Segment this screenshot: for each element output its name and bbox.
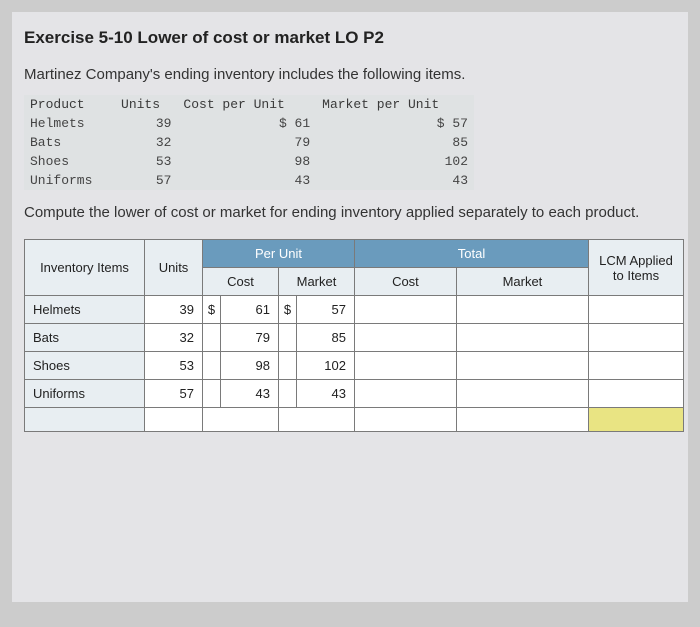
ws-lcm-input[interactable] [589, 380, 684, 408]
given-cost: $ 61 [177, 114, 316, 133]
ws-item: Uniforms [25, 380, 145, 408]
ws-blank [145, 408, 203, 432]
given-col-product: Product [24, 95, 115, 114]
ws-total-cost-input[interactable] [355, 324, 457, 352]
ws-units-input[interactable]: 32 [145, 324, 203, 352]
ws-cost-input[interactable]: 79 [221, 324, 279, 352]
ws-cost-input[interactable]: 61 [221, 296, 279, 324]
ws-blank [203, 408, 279, 432]
ws-units-input[interactable]: 53 [145, 352, 203, 380]
ws-row: Helmets 39 $ 61 $ 57 [25, 296, 684, 324]
given-units: 39 [115, 114, 177, 133]
given-row: Uniforms 57 43 43 [24, 171, 474, 190]
ws-total-row [25, 408, 684, 432]
ws-cost-sym [203, 352, 221, 380]
ws-grand-lcm[interactable] [589, 408, 684, 432]
ws-group-perunit: Per Unit [203, 240, 355, 268]
given-product: Helmets [24, 114, 115, 133]
ws-market-sym [279, 380, 297, 408]
ws-head-tmarket: Market [456, 268, 588, 296]
ws-units-input[interactable]: 39 [145, 296, 203, 324]
ws-head-market: Market [279, 268, 355, 296]
given-product: Uniforms [24, 171, 115, 190]
ws-item: Shoes [25, 352, 145, 380]
ws-head-tcost: Cost [355, 268, 457, 296]
given-data-table: Product Units Cost per Unit Market per U… [24, 95, 474, 190]
given-market: $ 57 [316, 114, 474, 133]
ws-market-sym [279, 324, 297, 352]
ws-grand-cost[interactable] [355, 408, 457, 432]
given-market: 102 [316, 152, 474, 171]
intro-text: Martinez Company's ending inventory incl… [24, 66, 676, 83]
given-row: Bats 32 79 85 [24, 133, 474, 152]
ws-market-input[interactable]: 85 [297, 324, 355, 352]
ws-total-cost-input[interactable] [355, 380, 457, 408]
ws-row: Bats 32 79 85 [25, 324, 684, 352]
ws-grand-market[interactable] [456, 408, 588, 432]
ws-row: Uniforms 57 43 43 [25, 380, 684, 408]
ws-market-sym: $ [279, 296, 297, 324]
ws-total-cost-input[interactable] [355, 296, 457, 324]
given-cost: 98 [177, 152, 316, 171]
given-product: Bats [24, 133, 115, 152]
ws-total-cost-input[interactable] [355, 352, 457, 380]
ws-cost-sym [203, 380, 221, 408]
ws-market-sym [279, 352, 297, 380]
ws-units-input[interactable]: 57 [145, 380, 203, 408]
given-cost: 43 [177, 171, 316, 190]
given-col-cost: Cost per Unit [177, 95, 316, 114]
ws-market-input[interactable]: 102 [297, 352, 355, 380]
ws-item: Helmets [25, 296, 145, 324]
ws-row: Shoes 53 98 102 [25, 352, 684, 380]
given-units: 57 [115, 171, 177, 190]
ws-head-cost: Cost [203, 268, 279, 296]
ws-total-market-input[interactable] [456, 352, 588, 380]
ws-total-market-input[interactable] [456, 324, 588, 352]
given-units: 53 [115, 152, 177, 171]
worksheet-table: Inventory Items Units Per Unit Total LCM… [24, 239, 684, 432]
instruction-text: Compute the lower of cost or market for … [24, 204, 676, 221]
ws-market-input[interactable]: 57 [297, 296, 355, 324]
ws-cost-sym [203, 324, 221, 352]
ws-lcm-input[interactable] [589, 296, 684, 324]
ws-group-total: Total [355, 240, 589, 268]
given-product: Shoes [24, 152, 115, 171]
given-row: Shoes 53 98 102 [24, 152, 474, 171]
given-col-market: Market per Unit [316, 95, 474, 114]
ws-head-lcm: LCM Applied to Items [589, 240, 684, 296]
exercise-title: Exercise 5-10 Lower of cost or market LO… [24, 28, 676, 48]
ws-lcm-input[interactable] [589, 324, 684, 352]
given-col-units: Units [115, 95, 177, 114]
given-units: 32 [115, 133, 177, 152]
ws-market-input[interactable]: 43 [297, 380, 355, 408]
ws-blank [279, 408, 355, 432]
given-market: 43 [316, 171, 474, 190]
given-row: Helmets 39 $ 61 $ 57 [24, 114, 474, 133]
ws-cost-input[interactable]: 43 [221, 380, 279, 408]
ws-total-market-input[interactable] [456, 380, 588, 408]
ws-head-inventory: Inventory Items [25, 240, 145, 296]
ws-lcm-input[interactable] [589, 352, 684, 380]
ws-head-units: Units [145, 240, 203, 296]
given-market: 85 [316, 133, 474, 152]
ws-total-label [25, 408, 145, 432]
ws-cost-sym: $ [203, 296, 221, 324]
ws-cost-input[interactable]: 98 [221, 352, 279, 380]
ws-total-market-input[interactable] [456, 296, 588, 324]
ws-item: Bats [25, 324, 145, 352]
given-cost: 79 [177, 133, 316, 152]
